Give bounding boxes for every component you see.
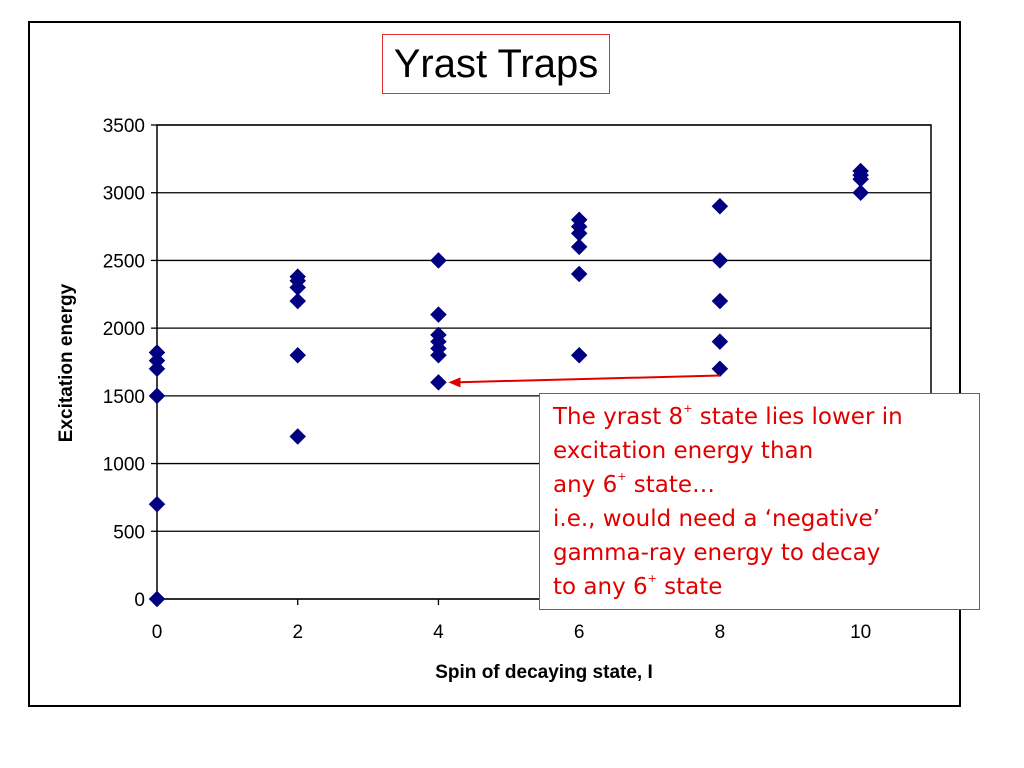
- y-tick-label: 1500: [103, 387, 145, 408]
- data-point: [430, 326, 447, 344]
- data-point: [430, 252, 447, 269]
- data-point: [148, 387, 166, 405]
- parity-superscript: +: [617, 470, 627, 483]
- y-tick-label: 3000: [103, 184, 145, 205]
- x-tick-label: 10: [850, 622, 871, 643]
- tick-labels: 0 500 1000 1500 2000 2500 3000 3500 0 2 4 6 8 10: [103, 116, 871, 643]
- x-tick-label: 4: [433, 622, 444, 643]
- data-point: [148, 590, 166, 608]
- note-text: state: [656, 574, 723, 600]
- note-text: The yrast 8: [553, 404, 684, 430]
- note-text: i.e., would need a ‘negative’: [553, 506, 880, 532]
- data-point: [711, 252, 729, 269]
- data-point: [289, 346, 307, 364]
- arrow-head: [448, 377, 461, 388]
- data-points: [148, 162, 869, 608]
- data-point: [852, 184, 869, 202]
- annotation-arrow: [448, 374, 720, 388]
- data-point: [289, 268, 307, 286]
- data-point: [711, 333, 729, 351]
- x-tick-label: 8: [715, 622, 726, 643]
- note-line: any 6+ state…: [553, 468, 979, 502]
- y-tick-label: 1000: [103, 455, 145, 476]
- data-point: [430, 306, 447, 323]
- note-line: gamma-ray energy to decay: [553, 536, 979, 570]
- annotation-note: The yrast 8+ state lies lower in excitati…: [539, 393, 980, 610]
- y-axis-title: Excitation energy: [56, 283, 77, 442]
- note-line: The yrast 8+ state lies lower in: [553, 400, 979, 434]
- note-text: gamma-ray energy to decay: [553, 540, 881, 566]
- y-tick-label: 3500: [103, 116, 145, 137]
- note-line: i.e., would need a ‘negative’: [553, 502, 979, 536]
- data-point: [570, 346, 588, 364]
- x-tick-label: 2: [292, 622, 303, 643]
- data-point: [570, 265, 588, 283]
- y-tick-label: 2000: [103, 319, 145, 340]
- note-text: excitation energy than: [553, 438, 814, 464]
- chart-title: Yrast Traps: [382, 34, 610, 94]
- parity-superscript: +: [647, 572, 657, 585]
- note-line: to any 6+ state: [553, 570, 979, 604]
- data-point: [148, 344, 166, 361]
- arrow-shaft: [454, 374, 720, 384]
- y-tick-label: 500: [113, 522, 145, 543]
- note-text: to any 6: [553, 574, 648, 600]
- note-text: state…: [626, 472, 716, 498]
- data-point: [711, 292, 729, 310]
- data-point: [148, 495, 166, 513]
- x-tick-label: 0: [152, 622, 163, 643]
- y-tick-label: 2500: [103, 251, 145, 272]
- parity-superscript: +: [683, 402, 693, 415]
- data-point: [711, 360, 729, 378]
- data-point: [711, 197, 729, 215]
- chart-frame: [28, 21, 961, 707]
- data-point: [570, 238, 588, 256]
- note-text: any 6: [553, 472, 618, 498]
- y-tick-label: 0: [134, 590, 145, 611]
- x-axis-title: Spin of decaying state, I: [435, 662, 653, 683]
- data-point: [852, 162, 869, 180]
- data-point: [570, 211, 588, 229]
- data-point: [430, 373, 447, 391]
- data-point: [289, 292, 307, 310]
- note-line: excitation energy than: [553, 434, 979, 468]
- note-text: state lies lower in: [692, 404, 903, 430]
- x-tick-label: 6: [574, 622, 585, 643]
- data-point: [289, 428, 307, 445]
